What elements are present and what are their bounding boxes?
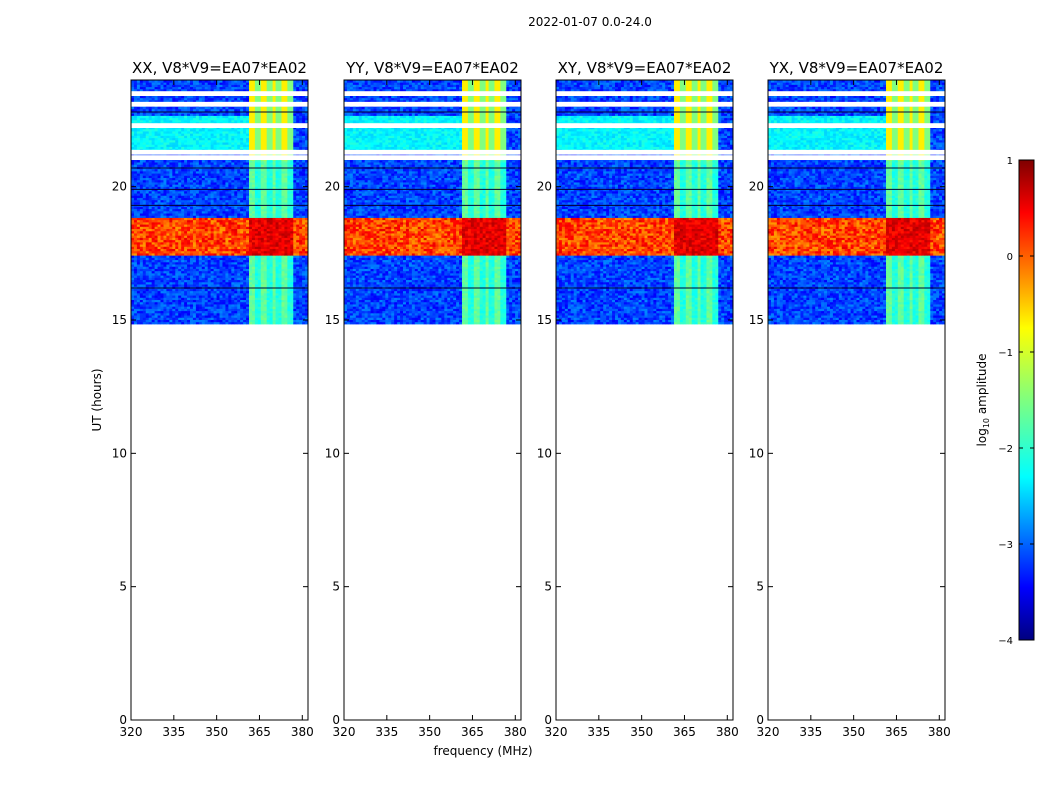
panel-4: YX, V8*V9=EA07*EA02 320 335 350 365 380 0 5 10 15…: [749, 59, 951, 739]
colorbar-tick-label: −2: [998, 444, 1013, 455]
heatmap-4: [768, 80, 946, 325]
y-tick-label: 10: [112, 446, 127, 460]
x-tick-label: 380: [291, 725, 314, 739]
y-tick-label: 20: [325, 180, 340, 194]
x-tick-label: 380: [504, 725, 527, 739]
x-tick-label: 365: [248, 725, 271, 739]
panels: XX, V8*V9=EA07*EA02 320 335 350 365 380 0 5 10 15…: [112, 59, 951, 739]
panel-1: XX, V8*V9=EA07*EA02 320 335 350 365 380 0 5 10 15…: [112, 59, 314, 739]
x-tick-label: 320: [757, 725, 780, 739]
y-tick-label: 15: [537, 313, 552, 327]
colorbar-ticks: 1 0 −1 −2 −3 −4: [998, 156, 1034, 647]
x-tick-label: 335: [799, 725, 822, 739]
x-tick-label: 335: [375, 725, 398, 739]
panel-title: YX, V8*V9=EA07*EA02: [769, 59, 944, 77]
colorbar: 1 0 −1 −2 −3 −4 log10 amplitude: [975, 156, 1035, 647]
colorbar-tick-label: −3: [998, 540, 1013, 551]
x-tick-label: 350: [205, 725, 228, 739]
y-tick-label: 5: [756, 580, 764, 594]
x-tick-label: 350: [842, 725, 865, 739]
y-tick-label: 0: [544, 713, 552, 727]
heatmap-1: [131, 80, 309, 325]
y-tick-label: 15: [325, 313, 340, 327]
x-tick-label: 350: [630, 725, 653, 739]
panel-title: XY, V8*V9=EA07*EA02: [558, 59, 732, 77]
colorbar-tick-label: 1: [1007, 156, 1013, 167]
colorbar-label: log10 amplitude: [975, 354, 991, 447]
x-tick-label: 335: [587, 725, 610, 739]
y-tick-label: 10: [537, 446, 552, 460]
heatmap-3: [556, 80, 734, 325]
y-tick-label: 0: [756, 713, 764, 727]
figure-suptitle: 2022-01-07 0.0-24.0: [528, 15, 652, 29]
y-tick-label: 0: [332, 713, 340, 727]
x-tick-label: 350: [418, 725, 441, 739]
x-axis-label: frequency (MHz): [433, 744, 532, 758]
colorbar-tick-label: −4: [998, 636, 1013, 647]
x-tick-label: 365: [461, 725, 484, 739]
x-tick-label: 320: [333, 725, 356, 739]
colorbar-tick-label: −1: [998, 348, 1013, 359]
x-tick-label: 320: [120, 725, 143, 739]
colorbar-gradient: [1018, 159, 1035, 641]
y-axis-label: UT (hours): [90, 368, 104, 431]
panel-frame: [343, 79, 522, 721]
panel-2: YY, V8*V9=EA07*EA02 320 335 350 365 380 0 5 10 15…: [325, 59, 527, 739]
y-tick-label: 20: [537, 180, 552, 194]
panel-frame: [555, 79, 734, 721]
x-tick-label: 320: [545, 725, 568, 739]
x-tick-label: 380: [928, 725, 951, 739]
x-tick-label: 365: [885, 725, 908, 739]
y-tick-label: 10: [749, 446, 764, 460]
x-tick-label: 380: [716, 725, 739, 739]
y-tick-label: 5: [544, 580, 552, 594]
heatmap-2: [344, 80, 522, 325]
y-tick-label: 20: [749, 180, 764, 194]
panel-frame: [130, 79, 309, 721]
y-tick-label: 5: [119, 580, 127, 594]
y-tick-label: 20: [112, 180, 127, 194]
panel-frame: [767, 79, 946, 721]
y-tick-label: 10: [325, 446, 340, 460]
y-tick-label: 0: [119, 713, 127, 727]
y-tick-label: 5: [332, 580, 340, 594]
panel-title: YY, V8*V9=EA07*EA02: [345, 59, 519, 77]
y-tick-label: 15: [749, 313, 764, 327]
x-tick-label: 365: [673, 725, 696, 739]
colorbar-tick-label: 0: [1007, 252, 1013, 263]
panel-3: XY, V8*V9=EA07*EA02 320 335 350 365 380 0 5 10 15…: [537, 59, 739, 739]
y-tick-label: 15: [112, 313, 127, 327]
x-tick-label: 335: [162, 725, 185, 739]
panel-title: XX, V8*V9=EA07*EA02: [132, 59, 307, 77]
